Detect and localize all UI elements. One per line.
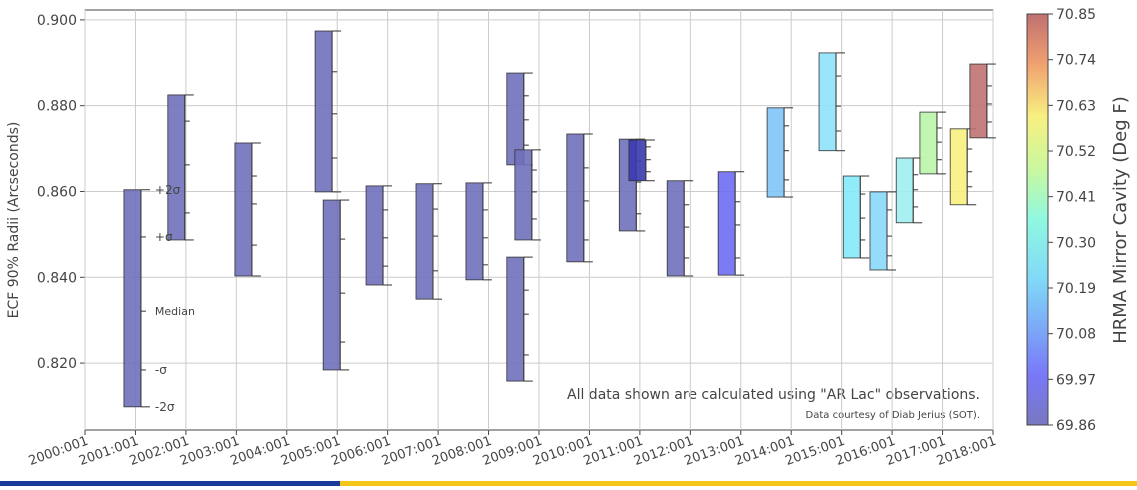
footer-strip bbox=[340, 481, 1137, 486]
bar bbox=[869, 191, 888, 271]
bar bbox=[766, 107, 785, 198]
colorbar-tick-label: 70.41 bbox=[1056, 190, 1096, 206]
colorbar-tick-label: 70.63 bbox=[1056, 98, 1096, 114]
bar bbox=[628, 139, 647, 182]
bar bbox=[465, 182, 484, 281]
bar bbox=[314, 30, 333, 193]
bar bbox=[234, 142, 253, 277]
colorbar-tick-label: 69.97 bbox=[1056, 372, 1096, 388]
credit: Data courtesy of Diab Jerius (SOT). bbox=[806, 410, 980, 421]
bar bbox=[717, 171, 736, 276]
footer-strip bbox=[0, 481, 340, 486]
bar bbox=[949, 128, 968, 206]
colorbar bbox=[1026, 13, 1049, 426]
bar bbox=[566, 133, 585, 263]
bar bbox=[666, 180, 685, 277]
colorbar-tick-label: 69.86 bbox=[1056, 418, 1096, 434]
bar bbox=[514, 149, 533, 241]
bar bbox=[322, 199, 341, 371]
colorbar-tick-label: 70.52 bbox=[1056, 144, 1096, 160]
colorbar-tick-label: 70.30 bbox=[1056, 235, 1096, 251]
bar bbox=[167, 94, 186, 241]
y-tick-label: 0.900 bbox=[37, 13, 77, 29]
level-label: -σ bbox=[155, 363, 167, 377]
y-axis-label: ECF 90% Radii (Arcseconds) bbox=[6, 122, 22, 319]
colorbar-tick-label: 70.08 bbox=[1056, 327, 1096, 343]
annotation: All data shown are calculated using "AR … bbox=[567, 387, 980, 403]
bar bbox=[123, 189, 142, 408]
level-label: -2σ bbox=[155, 400, 175, 414]
bar bbox=[365, 185, 384, 286]
colorbar-tick-label: 70.74 bbox=[1056, 53, 1096, 69]
bar bbox=[415, 183, 434, 300]
bar bbox=[919, 111, 938, 175]
level-label: +σ bbox=[155, 230, 173, 244]
y-tick-label: 0.860 bbox=[37, 184, 77, 200]
colorbar-label: HRMA Mirror Cavity (Deg F) bbox=[1110, 96, 1131, 344]
bar bbox=[969, 63, 988, 139]
level-label: Median bbox=[155, 305, 195, 318]
y-tick-label: 0.820 bbox=[37, 356, 77, 372]
bar bbox=[506, 256, 525, 382]
bar bbox=[818, 52, 837, 152]
bar bbox=[895, 157, 914, 224]
y-tick-label: 0.840 bbox=[37, 270, 77, 286]
y-tick-label: 0.880 bbox=[37, 99, 77, 115]
level-label: +2σ bbox=[155, 183, 181, 197]
colorbar-tick-label: 70.85 bbox=[1056, 7, 1096, 23]
bar bbox=[842, 175, 861, 259]
colorbar-tick-label: 70.19 bbox=[1056, 281, 1096, 297]
